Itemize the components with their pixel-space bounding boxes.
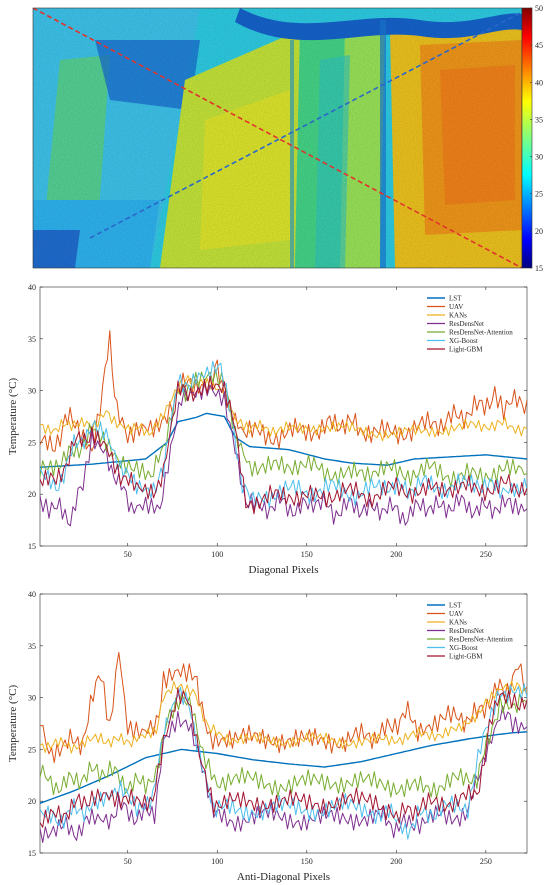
series-line-light-gbm	[40, 375, 527, 515]
series-line-resdensnet	[40, 381, 527, 527]
x-tick-label: 250	[480, 857, 492, 866]
legend-entry: Light-GBM	[449, 346, 483, 354]
series-line-resdensnet-attention	[40, 369, 527, 488]
anti-diagonal-chart: 15 20 25 30 35 40 50 100 150 200 250 Anti-Diagonal …	[7, 590, 528, 883]
anti-diagonal-transect	[89, 11, 522, 239]
thermal-map	[33, 8, 522, 268]
legend: LSTUAVKANsResDensNetResDensNet-Attention…	[423, 599, 523, 663]
legend-entry: LST	[449, 295, 462, 303]
diagonal-transect	[33, 8, 522, 268]
x-tick-label: 150	[301, 857, 313, 866]
legend-entry: ResDensNet	[449, 320, 484, 328]
x-axis-label: Anti-Diagonal Pixels	[237, 871, 330, 883]
colorbar-tick-label: 50	[535, 4, 543, 13]
diagonal-chart: 15 20 25 30 35 40 50 100 150 200 250 Diagonal Pixel…	[7, 283, 528, 576]
colorbar-tick-label: 40	[535, 78, 543, 87]
colorbar-tick-label: 15	[535, 264, 543, 273]
y-tick-label: 15	[28, 849, 36, 858]
x-tick-label: 50	[124, 550, 132, 559]
colorbar-tick-label: 30	[535, 153, 543, 162]
series-line-xg-boost	[40, 683, 527, 840]
y-tick-label: 30	[28, 387, 36, 396]
series-line-kans	[40, 375, 527, 442]
series-line-kans	[40, 680, 527, 754]
colorbar-tick-label: 35	[535, 115, 543, 124]
series-line-uav	[40, 330, 527, 452]
legend-entry: UAV	[449, 303, 463, 311]
y-tick-label: 40	[28, 283, 36, 292]
legend-entry: KANs	[449, 619, 467, 627]
colorbar-tick-label: 20	[535, 227, 543, 236]
legend: LSTUAVKANsResDensNetResDensNet-Attention…	[423, 292, 523, 356]
x-tick-label: 200	[390, 857, 402, 866]
y-tick-label: 35	[28, 642, 36, 651]
x-tick-label: 250	[480, 550, 492, 559]
series-group	[40, 330, 527, 527]
legend-entry: KANs	[449, 312, 467, 320]
legend-entry: ResDensNet-Attention	[449, 636, 513, 644]
legend-entry: ResDensNet-Attention	[449, 329, 513, 337]
y-axis-label: Temperature (°C)	[7, 685, 19, 763]
y-axis-label: Temperature (°C)	[7, 378, 19, 456]
x-tick-label: 200	[390, 550, 402, 559]
series-group	[40, 651, 527, 843]
legend-entry: LST	[449, 602, 462, 610]
y-tick-label: 25	[28, 438, 36, 447]
y-tick-label: 40	[28, 590, 36, 599]
series-line-resdensnet-attention	[40, 692, 527, 799]
y-tick-label: 20	[28, 797, 36, 806]
legend-entry: ResDensNet	[449, 627, 484, 635]
series-line-lst	[40, 731, 527, 804]
x-tick-label: 150	[301, 550, 313, 559]
series-line-light-gbm	[40, 687, 527, 828]
y-tick-label: 35	[28, 335, 36, 344]
legend-entry: XG-Boost	[449, 337, 478, 345]
colorbar-tick-label: 25	[535, 190, 543, 199]
y-tick-label: 25	[28, 745, 36, 754]
legend-entry: Light-GBM	[449, 653, 483, 661]
x-tick-label: 100	[211, 550, 223, 559]
x-axis-label: Diagonal Pixels	[249, 564, 319, 576]
y-tick-label: 20	[28, 490, 36, 499]
series-line-lst	[40, 412, 527, 468]
x-tick-label: 50	[124, 857, 132, 866]
y-tick-label: 15	[28, 542, 36, 551]
colorbar-tick-label: 45	[535, 41, 543, 50]
legend-entry: XG-Boost	[449, 644, 478, 652]
x-tick-label: 100	[211, 857, 223, 866]
colorbar: 50 45 40 35 30 25 20 15	[521, 4, 543, 273]
y-tick-label: 30	[28, 694, 36, 703]
legend-entry: UAV	[449, 610, 463, 618]
